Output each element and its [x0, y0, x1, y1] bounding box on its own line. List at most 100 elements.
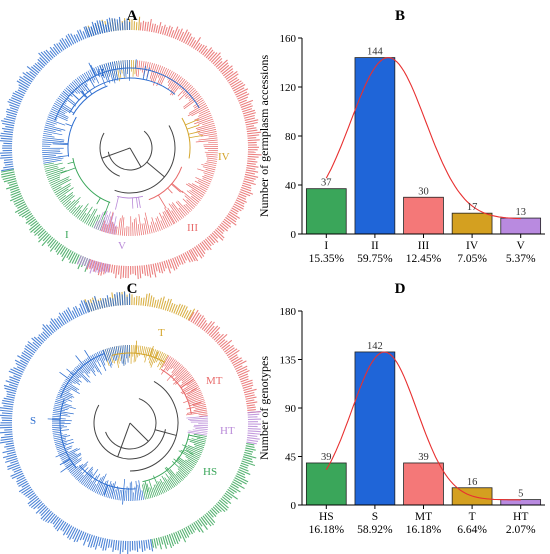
tip-label-mark: [41, 235, 52, 247]
x-percentage-label: 12.45%: [406, 253, 442, 265]
tip-label-mark: [141, 20, 145, 31]
tip-label-mark: [122, 265, 125, 278]
leaf-branch: [58, 447, 72, 454]
tip-label-mark: [108, 17, 113, 32]
leaf-branch: [177, 457, 193, 470]
leaf-branch: [77, 474, 84, 482]
clade-branch: [103, 202, 110, 216]
leaf-branch: [72, 369, 82, 378]
tip-label-mark: [168, 26, 173, 37]
tip-label-mark: [10, 368, 23, 375]
tip-label-mark: [6, 455, 17, 460]
tip-label-mark: [183, 527, 190, 538]
leaf-branch: [82, 471, 93, 486]
leaf-branch: [52, 417, 66, 420]
tip-label-mark: [10, 188, 20, 194]
tip-label-mark: [73, 529, 81, 543]
tip-label-mark: [53, 43, 61, 54]
tip-label-mark: [168, 534, 175, 547]
clade-arc: [59, 352, 105, 398]
tip-label-mark: [169, 302, 174, 313]
bar: [451, 212, 493, 235]
leaf-branch: [89, 216, 96, 227]
leaf-branch: [109, 483, 114, 499]
leaf-branch: [113, 346, 118, 361]
leaf-branch: [64, 380, 80, 391]
tip-label-mark: [207, 511, 214, 518]
leaf-branch: [175, 473, 183, 482]
leaf-branch: [191, 106, 209, 117]
tip-label-mark: [246, 401, 258, 405]
tip-label-mark: [204, 513, 214, 526]
tip-label-mark: [87, 300, 93, 312]
tip-label-mark: [25, 490, 34, 497]
leaf-branch: [62, 383, 80, 395]
leaf-branch: [206, 153, 218, 156]
tip-label-mark: [27, 495, 38, 505]
leaf-branch: [141, 223, 145, 235]
leaf-branch: [152, 64, 159, 82]
tip-label-mark: [38, 232, 49, 243]
leaf-branch: [186, 190, 201, 201]
tip-label-mark: [7, 464, 20, 471]
leaf-branch: [196, 437, 207, 441]
tip-label-mark: [244, 394, 255, 398]
y-tick-label: 90: [285, 403, 297, 415]
tip-label-mark: [3, 118, 16, 122]
tip-label-mark: [246, 441, 257, 445]
tip-label-mark: [116, 19, 119, 31]
tip-label-mark: [238, 96, 249, 102]
data-label: 30: [418, 186, 429, 197]
tip-label-mark: [154, 263, 158, 272]
tip-label-mark: [23, 75, 33, 83]
leaf-branch: [159, 354, 169, 370]
tip-label-mark: [3, 405, 14, 408]
leaf-branch: [192, 429, 208, 432]
leaf-branch: [188, 103, 207, 114]
leaf-branch: [52, 410, 74, 415]
tip-label-mark: [114, 18, 117, 31]
tip-label-mark: [236, 368, 248, 375]
leaf-branch: [170, 76, 182, 93]
tip-label-mark: [183, 310, 189, 319]
tip-label-mark: [242, 456, 253, 460]
tip-label-mark: [238, 468, 251, 476]
tip-label-mark: [54, 242, 61, 251]
tip-label-mark: [49, 239, 57, 249]
tip-label-mark: [183, 31, 190, 44]
leaf-branch: [58, 195, 67, 201]
tip-label-mark: [246, 127, 257, 130]
leaf-branch: [68, 84, 78, 94]
tip-label-mark: [1, 167, 14, 172]
cluster-labels-c: S T MT HT HS: [30, 327, 235, 478]
tip-label-mark: [119, 540, 122, 554]
tip-label-mark: [49, 46, 58, 56]
leaf-branch: [177, 200, 190, 214]
tip-label-mark: [49, 321, 58, 331]
leaf-branch: [187, 417, 208, 420]
leaf-branch: [199, 185, 208, 191]
tip-label-mark: [91, 260, 96, 269]
leaf-branch: [109, 221, 113, 234]
tip-label-mark: [152, 263, 157, 278]
tip-label-mark: [102, 263, 106, 272]
leaf-branch: [55, 185, 71, 196]
tip-label-mark: [42, 510, 52, 521]
leaf-branch: [116, 60, 119, 70]
leaf-branch: [153, 475, 163, 495]
leaf-branch: [54, 402, 76, 410]
clade-branch: [103, 484, 108, 496]
tip-label-mark: [104, 298, 108, 308]
leaf-branch: [54, 183, 71, 194]
tip-label-mark: [145, 539, 148, 549]
tip-label-mark: [179, 529, 187, 543]
leaf-branch: [77, 203, 89, 219]
leaf-branch: [63, 381, 78, 391]
tip-label-mark: [23, 350, 33, 358]
leaf-branch: [59, 448, 78, 458]
leaf-branch: [156, 216, 163, 230]
tip-label-mark: [164, 27, 168, 36]
tip-label-mark: [1, 169, 15, 173]
tip-label-mark: [245, 121, 258, 126]
leaf-branch: [198, 110, 211, 117]
